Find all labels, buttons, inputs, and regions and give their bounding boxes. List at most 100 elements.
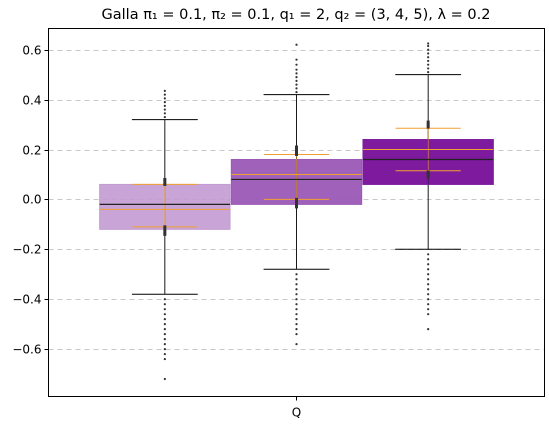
outlier-point [295, 308, 298, 311]
sample-marker [426, 120, 430, 124]
outlier-point [427, 308, 430, 311]
x-tick-label: Q [292, 406, 301, 420]
outlier-point [295, 87, 298, 90]
outlier-point [295, 333, 298, 336]
outlier-point [163, 352, 166, 356]
outlier-point [427, 48, 430, 51]
outlier-point [295, 303, 298, 306]
sample-marker [295, 202, 298, 206]
outlier-point [427, 44, 430, 48]
box-1 [99, 89, 231, 381]
y-tick-label: 0.4 [22, 94, 41, 108]
sample-marker [426, 175, 430, 179]
box-series [99, 42, 494, 381]
sample-marker [426, 170, 430, 174]
outlier-point [163, 298, 166, 301]
sample-marker [295, 150, 298, 154]
outlier-point [163, 101, 166, 104]
outlier-point [163, 93, 166, 96]
outlier-point [427, 288, 430, 291]
outlier-point [163, 323, 166, 326]
sample-marker [163, 232, 167, 236]
outlier-point [427, 303, 430, 306]
outlier-point [163, 338, 166, 341]
outlier-point [427, 283, 430, 286]
y-tick-label: −0.6 [12, 343, 41, 357]
outlier-point [163, 328, 166, 331]
outlier-point [295, 298, 298, 301]
outlier-point [427, 278, 430, 281]
outlier-point [295, 72, 298, 75]
outlier-point [163, 97, 166, 100]
sample-marker [163, 225, 167, 229]
outlier-point [427, 56, 430, 59]
outlier-point [295, 58, 298, 61]
outlier-point [295, 63, 298, 66]
axes-frame [48, 28, 545, 397]
outlier-point [163, 377, 166, 381]
outlier-point [295, 91, 298, 94]
outlier-point [163, 313, 166, 316]
outlier-point [427, 52, 430, 55]
outlier-point [427, 67, 430, 70]
outlier-point [163, 357, 166, 361]
outlier-point [163, 343, 166, 346]
sample-marker [426, 172, 430, 176]
outlier-point [427, 328, 430, 331]
outlier-point [427, 293, 430, 296]
y-tick-label: −0.4 [12, 293, 41, 307]
x-axis-ticks: Q [292, 396, 301, 420]
sample-marker [163, 230, 167, 234]
y-tick-label: 0.6 [22, 44, 41, 58]
outlier-point [295, 83, 298, 86]
sample-marker [163, 227, 167, 231]
outlier-point [163, 108, 166, 111]
outlier-point [163, 303, 166, 306]
outlier-point [163, 347, 166, 351]
outlier-point [295, 79, 298, 82]
y-tick-label: 0.2 [22, 144, 41, 158]
outlier-point [427, 63, 430, 66]
sample-marker [295, 152, 298, 156]
outlier-point [163, 104, 166, 107]
outlier-point [295, 288, 298, 291]
outlier-point [295, 283, 298, 286]
outlier-point [295, 68, 298, 71]
outlier-point [427, 258, 430, 261]
chart-title: Galla π₁ = 0.1, π₂ = 0.1, q₁ = 2, q₂ = (… [102, 7, 491, 23]
outlier-point [163, 333, 166, 336]
y-tick-label: 0.0 [22, 193, 41, 207]
outlier-point [295, 76, 298, 79]
sample-marker [295, 148, 298, 152]
sample-marker [426, 123, 430, 127]
outlier-point [163, 318, 166, 321]
outlier-point [163, 115, 166, 119]
outlier-point [427, 273, 430, 276]
outlier-point [427, 42, 430, 45]
y-axis-ticks: −0.6 −0.4 −0.2 0.0 0.2 0.4 0.6 [12, 44, 49, 357]
sample-marker [163, 180, 167, 184]
outlier-point [295, 293, 298, 296]
outlier-point [295, 278, 298, 281]
outlier-point [427, 263, 430, 266]
sample-marker [163, 177, 167, 181]
box-3 [362, 42, 494, 331]
outlier-point [295, 313, 298, 316]
outlier-point [295, 323, 298, 326]
outlier-point [427, 59, 430, 63]
outlier-point [427, 268, 430, 271]
outlier-point [295, 328, 298, 331]
outlier-point [295, 273, 298, 276]
sample-marker [426, 125, 430, 129]
outlier-point [295, 43, 298, 46]
sample-marker [163, 182, 167, 186]
outlier-point [163, 308, 166, 311]
outlier-point [163, 112, 166, 115]
outlier-point [427, 298, 430, 301]
outlier-point [427, 71, 430, 74]
outlier-point [427, 253, 430, 256]
sample-marker [295, 197, 298, 201]
sample-marker [295, 145, 298, 149]
